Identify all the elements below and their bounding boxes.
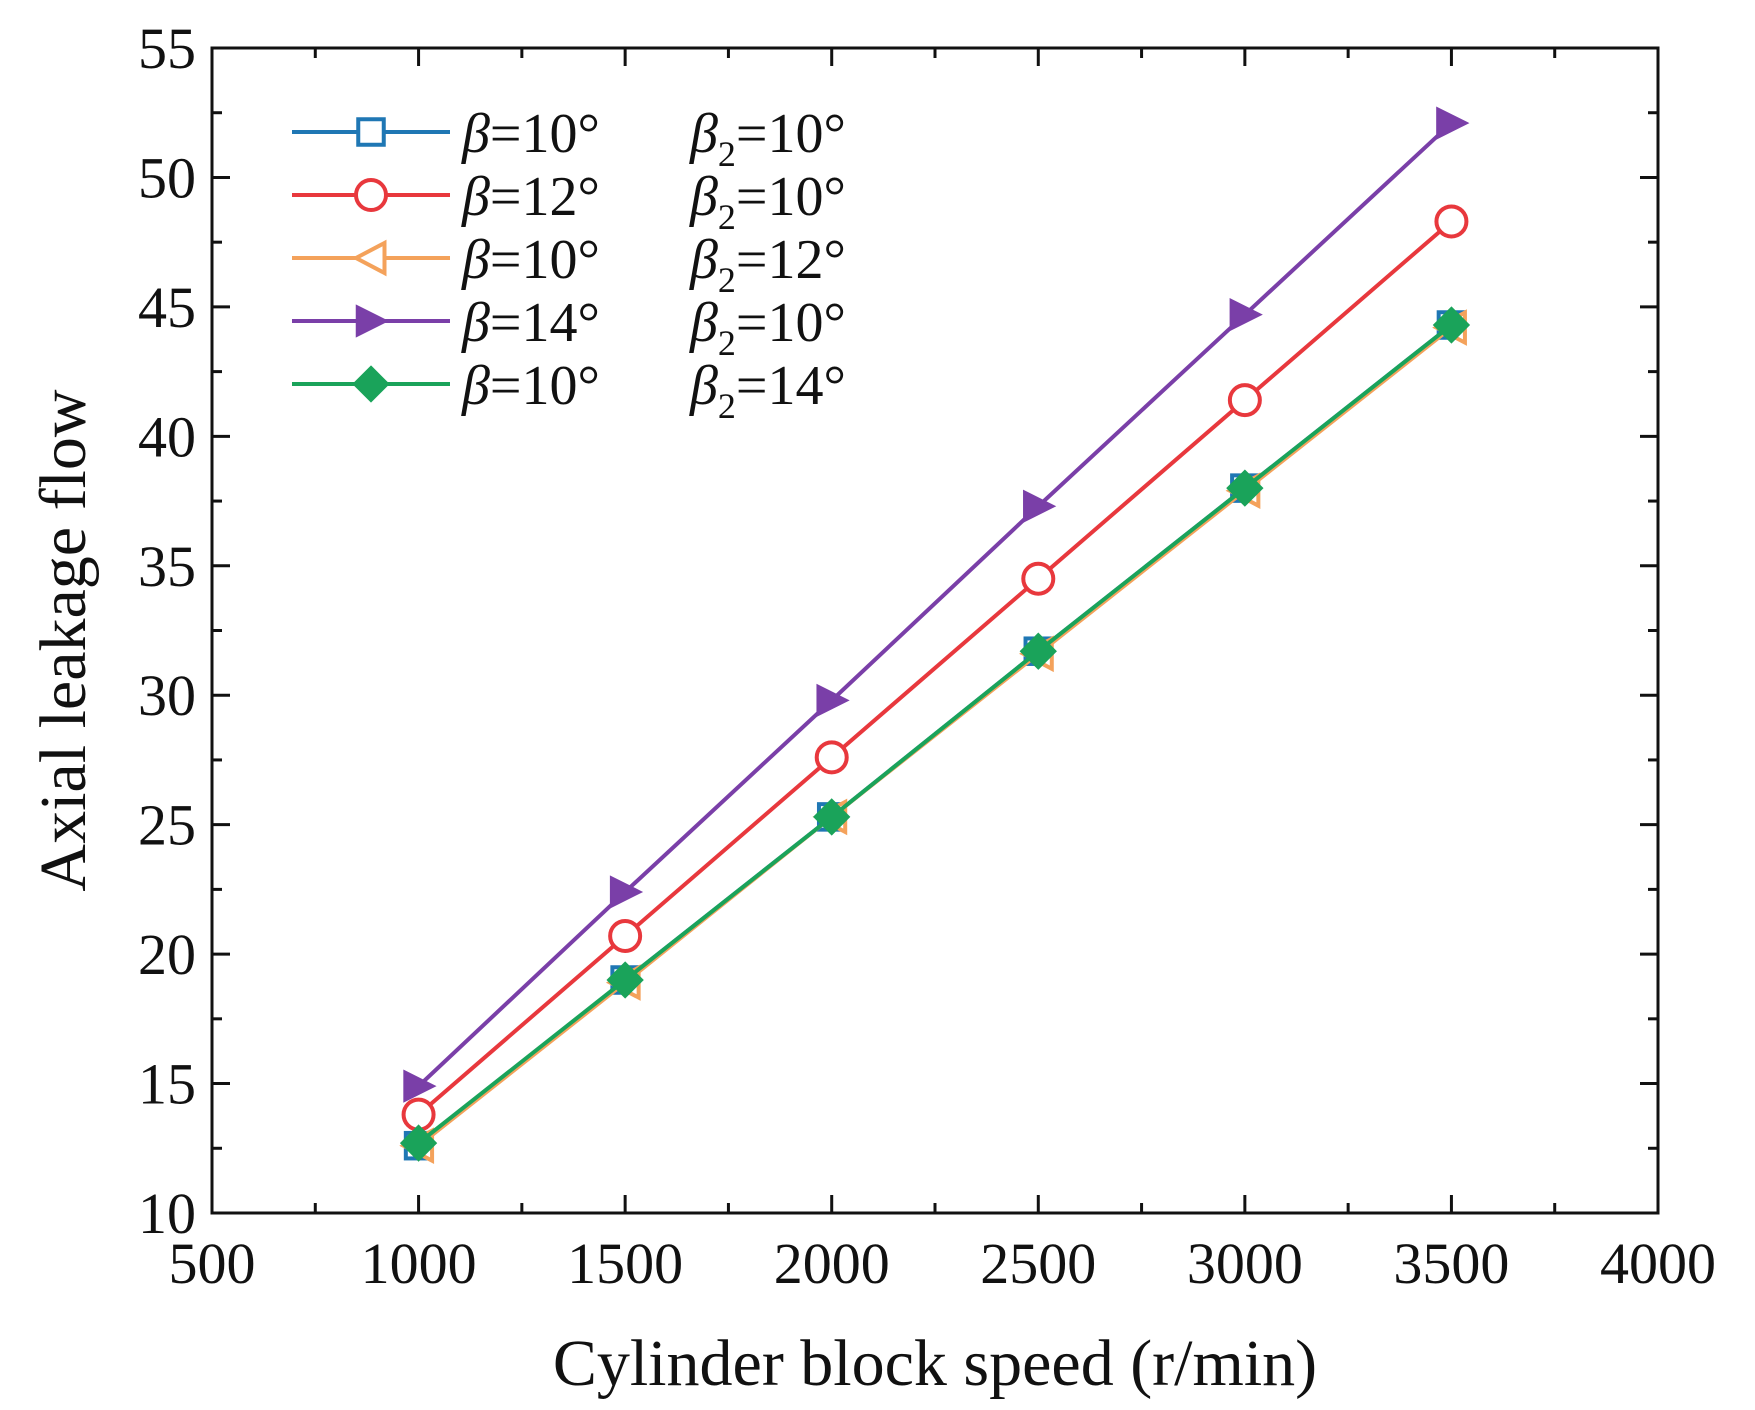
y-tick-label: 45 [138, 275, 196, 340]
y-tick-label: 20 [138, 922, 196, 987]
x-tick-label: 3500 [1393, 1231, 1509, 1296]
data-point [608, 918, 643, 953]
series-line [417, 121, 1453, 1088]
data-point [399, 1124, 438, 1162]
legend: β=10° β2=10° β=12° β2=10° β=10° β2=12° β=14° β2… [292, 103, 846, 426]
legend-beta2-label: β2=12° [689, 229, 846, 300]
x-tick-label: 500 [169, 1231, 256, 1296]
data-point [1227, 383, 1262, 418]
series-2 [401, 204, 1469, 1132]
data-point [606, 961, 644, 999]
legend-item: β=10° β2=10° [292, 103, 846, 174]
y-tick-label: 35 [138, 534, 196, 599]
series-line [417, 323, 1453, 1145]
y-tick-label: 25 [138, 793, 196, 858]
legend-item: β=10° β2=12° [292, 229, 846, 300]
data-point [1023, 489, 1057, 523]
legend-beta-label: β=10° [461, 355, 600, 417]
y-tick-label: 15 [138, 1052, 196, 1117]
data-point [1226, 469, 1264, 507]
series-layer [399, 106, 1471, 1165]
data-point [1019, 632, 1057, 670]
y-tick-label: 40 [138, 404, 196, 469]
data-point [1229, 298, 1263, 332]
y-tick-label: 50 [138, 145, 196, 210]
x-tick-label: 3000 [1187, 1231, 1303, 1296]
data-point [814, 740, 849, 775]
legend-beta2-label: β2=10° [689, 292, 846, 363]
data-point [403, 1069, 437, 1103]
legend-beta-label: β=10° [461, 103, 600, 165]
data-point [1021, 561, 1056, 596]
x-tick-label: 1500 [567, 1231, 683, 1296]
data-point [813, 798, 851, 836]
legend-marker [356, 117, 386, 147]
legend-beta-label: β=10° [461, 229, 600, 291]
legend-beta2-label: β2=14° [689, 355, 846, 426]
legend-beta2-label: β2=10° [689, 103, 846, 174]
legend-marker [354, 178, 388, 212]
legend-beta2-label: β2=10° [689, 166, 846, 237]
data-point [816, 683, 850, 718]
data-point [1432, 306, 1471, 344]
x-tick-label: 2500 [980, 1231, 1096, 1296]
x-tick-label: 2000 [774, 1231, 890, 1296]
series-line [417, 219, 1453, 1117]
legend-item: β=14° β2=10° [292, 292, 846, 363]
legend-item: β=10° β2=14° [292, 355, 846, 426]
legend-marker [352, 365, 390, 403]
x-axis-title: Cylinder block speed (r/min) [553, 1327, 1317, 1400]
y-tick-label: 30 [138, 663, 196, 728]
legend-marker [351, 239, 387, 277]
series-5 [399, 306, 1471, 1162]
x-tick-label: 4000 [1600, 1231, 1716, 1296]
legend-beta-label: β=14° [461, 292, 600, 354]
data-point [1434, 204, 1469, 239]
y-tick-label: 55 [138, 16, 196, 81]
legend-beta-label: β=12° [461, 166, 600, 228]
x-tick-label: 1000 [361, 1231, 477, 1296]
series-4 [403, 106, 1470, 1103]
data-point [1436, 106, 1470, 140]
y-axis-title: Axial leakage flow [27, 389, 100, 891]
y-tick-label: 10 [138, 1181, 196, 1246]
legend-marker [355, 304, 389, 338]
data-point [609, 875, 644, 909]
axes: 500 1000 1500 2000 2500 3000 3500 4000 10 15 20 25 3… [138, 16, 1716, 1296]
legend-item: β=12° β2=10° [292, 166, 846, 237]
